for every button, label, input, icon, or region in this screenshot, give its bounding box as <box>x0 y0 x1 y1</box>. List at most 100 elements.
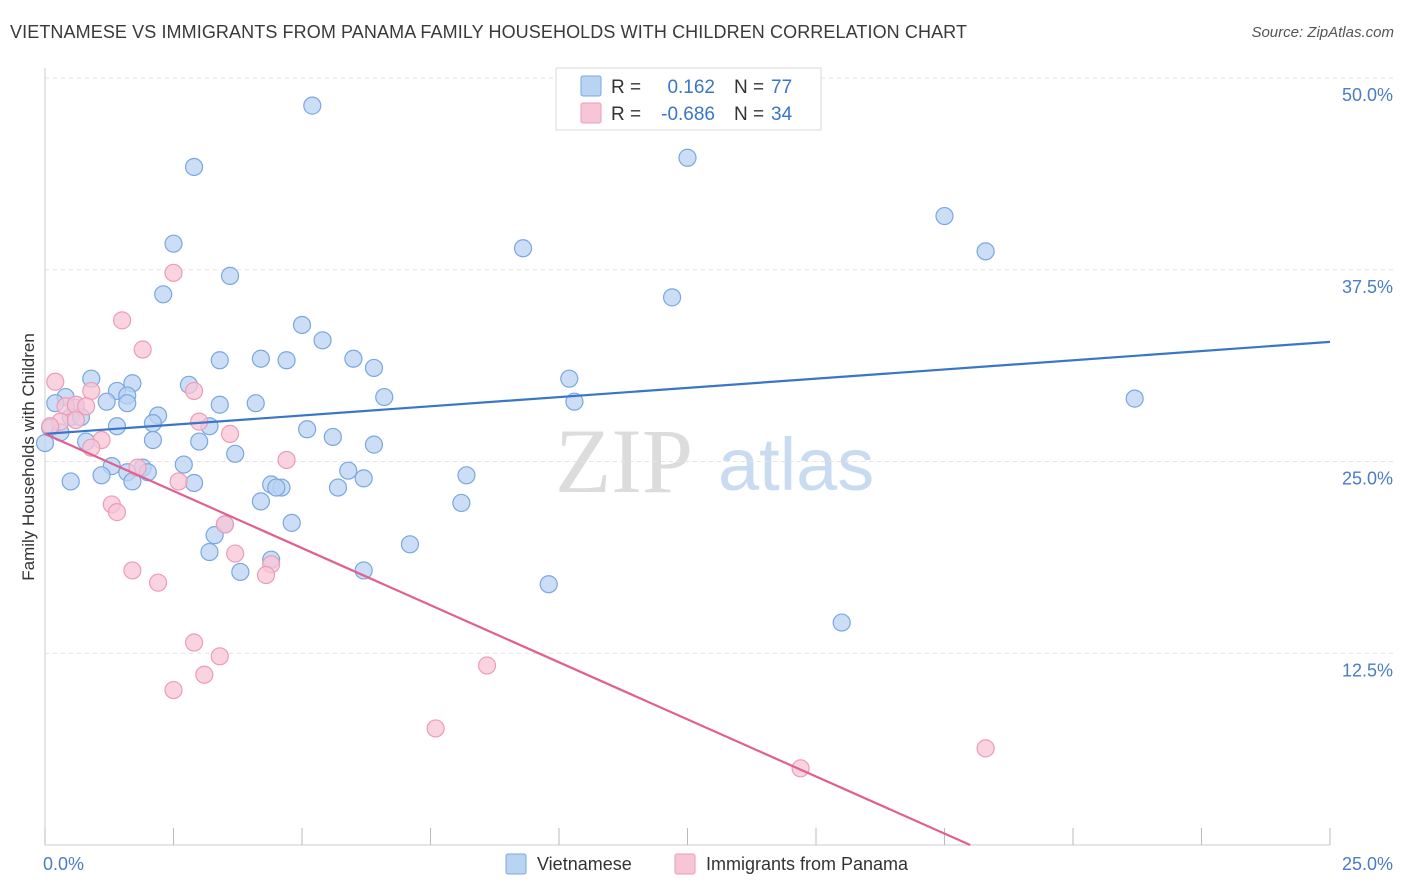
panama-point-11 <box>41 417 60 436</box>
panama-point-22 <box>226 544 245 563</box>
vietnamese-point-41 <box>143 430 163 450</box>
vietnamese-point-11 <box>313 331 332 350</box>
legend-r-label-panama: R = <box>611 104 641 125</box>
vietnamese-point-37 <box>143 414 163 433</box>
vietnamese-point-69 <box>200 542 219 562</box>
panama-point-1 <box>112 311 132 330</box>
panama-point-16 <box>277 450 296 470</box>
panama-point-14 <box>220 424 240 443</box>
panama-point-3 <box>46 372 65 391</box>
legend-n-value-vietnamese: 77 <box>771 77 792 98</box>
vietnamese-point-43 <box>323 427 342 447</box>
panama-point-12 <box>66 410 85 430</box>
series-vietnamese-points <box>35 96 1144 632</box>
panama-point-33 <box>791 759 810 778</box>
vietnamese-point-64 <box>61 472 80 491</box>
legend-n-label-panama: N = <box>734 104 764 125</box>
x-axis-ticks <box>44 828 1331 845</box>
vietnamese-point-29 <box>118 394 137 413</box>
vietnamese-point-25 <box>565 392 584 411</box>
vietnamese-point-9 <box>662 288 682 307</box>
vietnamese-point-36 <box>107 417 127 436</box>
vietnamese-point-31 <box>246 394 265 413</box>
panama-point-29 <box>477 656 497 675</box>
vietnamese-point-68 <box>400 535 420 554</box>
panama-point-30 <box>195 665 214 684</box>
vietnamese-point-53 <box>92 466 111 485</box>
panama-point-26 <box>148 573 168 592</box>
bottom-legend-label-vietnamese: Vietnamese <box>537 854 632 874</box>
panama-point-4 <box>82 381 101 401</box>
panama-point-18 <box>169 472 188 491</box>
panama-point-21 <box>215 515 234 534</box>
vietnamese-point-26 <box>1125 389 1144 408</box>
vietnamese-point-14 <box>277 351 296 370</box>
vietnamese-point-76 <box>267 478 286 497</box>
panama-point-24 <box>123 561 142 580</box>
y-tick-label-2: 37.5% <box>1342 277 1393 297</box>
y-tick-label-0: 12.5% <box>1342 660 1393 680</box>
panama-point-5 <box>184 381 204 401</box>
legend-swatch-vietnamese <box>580 75 602 97</box>
legend-r-value-vietnamese: 0.162 <box>667 77 715 98</box>
vietnamese-point-30 <box>210 395 229 414</box>
panama-point-34 <box>976 739 995 758</box>
trend-line-panama <box>44 432 971 847</box>
legend-n-label-vietnamese: N = <box>734 77 764 98</box>
y-tick-label-3: 50.0% <box>1342 85 1393 105</box>
vietnamese-point-42 <box>190 432 209 451</box>
vietnamese-point-2 <box>678 148 697 167</box>
chart-title: VIETNAMESE VS IMMIGRANTS FROM PANAMA FAM… <box>10 22 968 42</box>
vietnamese-point-52 <box>457 466 476 485</box>
vietnamese-point-8 <box>154 285 173 304</box>
x-tick-label-min: 0.0% <box>43 854 84 874</box>
vietnamese-point-6 <box>513 239 533 258</box>
legend-r-value-panama: -0.686 <box>661 104 715 125</box>
vietnamese-point-3 <box>935 206 954 226</box>
panama-point-20 <box>107 503 127 522</box>
panama-point-27 <box>184 633 204 652</box>
panama-point-32 <box>426 719 445 738</box>
legend-r-label-vietnamese: R = <box>611 77 641 98</box>
vietnamese-point-16 <box>364 358 384 378</box>
bottom-legend-label-panama: Immigrants from Panama <box>706 854 909 874</box>
vietnamese-point-39 <box>298 420 317 439</box>
panama-point-8 <box>77 397 96 416</box>
chart-source: Source: ZipAtlas.com <box>1251 24 1394 41</box>
panama-point-17 <box>128 458 147 477</box>
x-tick-label-max: 25.0% <box>1342 854 1393 874</box>
vietnamese-point-15 <box>344 349 363 368</box>
vietnamese-point-56 <box>354 469 373 488</box>
panama-point-0 <box>164 263 183 282</box>
panama-point-31 <box>164 680 183 700</box>
vietnamese-point-13 <box>251 349 270 368</box>
vietnamese-point-47 <box>226 444 245 463</box>
vietnamese-point-61 <box>328 478 348 497</box>
trend-line-vietnamese <box>44 340 1331 435</box>
vietnamese-point-73 <box>539 575 558 594</box>
bottom-legend-swatch-vietnamese <box>505 853 527 875</box>
panama-point-2 <box>133 340 152 359</box>
vietnamese-point-74 <box>832 613 851 632</box>
vietnamese-point-17 <box>560 369 579 388</box>
vietnamese-point-58 <box>184 473 204 493</box>
y-tick-label-1: 25.0% <box>1342 469 1393 489</box>
watermark-atlas: atlas <box>718 423 874 506</box>
vietnamese-point-63 <box>251 492 270 511</box>
vietnamese-point-5 <box>164 234 183 253</box>
vietnamese-point-28 <box>97 392 116 411</box>
panama-point-25 <box>256 565 276 585</box>
panama-point-28 <box>210 647 229 666</box>
vietnamese-point-44 <box>364 435 384 454</box>
vietnamese-point-51 <box>339 461 358 480</box>
vietnamese-point-1 <box>184 157 204 177</box>
bottom-legend-swatch-panama <box>674 853 696 875</box>
series-panama-points <box>41 263 995 778</box>
vietnamese-point-7 <box>220 266 240 285</box>
legend-swatch-panama <box>580 102 602 124</box>
vietnamese-point-72 <box>231 562 250 582</box>
vietnamese-point-62 <box>452 493 471 513</box>
series-legend: Vietnamese Immigrants from Panama <box>505 853 909 875</box>
vietnamese-point-10 <box>292 315 312 335</box>
